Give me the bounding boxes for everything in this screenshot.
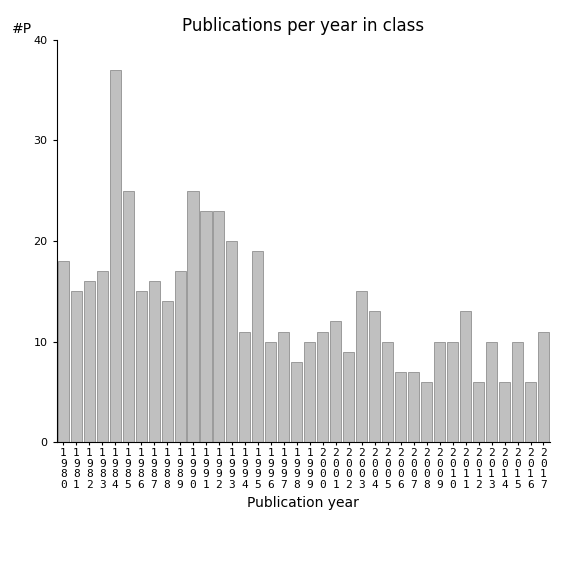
Title: Publications per year in class: Publications per year in class bbox=[182, 18, 425, 35]
Bar bbox=[525, 382, 536, 442]
X-axis label: Publication year: Publication year bbox=[247, 496, 359, 510]
Bar bbox=[421, 382, 432, 442]
Bar bbox=[499, 382, 510, 442]
Bar bbox=[96, 271, 108, 442]
Bar bbox=[434, 341, 445, 442]
Bar bbox=[265, 341, 276, 442]
Bar bbox=[109, 70, 121, 442]
Bar bbox=[460, 311, 471, 442]
Bar bbox=[58, 261, 69, 442]
Bar bbox=[226, 241, 238, 442]
Bar bbox=[84, 281, 95, 442]
Bar bbox=[395, 372, 406, 442]
Bar bbox=[356, 291, 367, 442]
Bar bbox=[473, 382, 484, 442]
Bar bbox=[447, 341, 458, 442]
Bar bbox=[122, 191, 134, 442]
Bar bbox=[252, 251, 264, 442]
Bar bbox=[538, 332, 549, 442]
Bar bbox=[318, 332, 328, 442]
Bar bbox=[175, 271, 185, 442]
Bar bbox=[331, 321, 341, 442]
Bar bbox=[291, 362, 302, 442]
Bar bbox=[71, 291, 82, 442]
Bar bbox=[278, 332, 289, 442]
Bar bbox=[369, 311, 380, 442]
Bar bbox=[486, 341, 497, 442]
Bar bbox=[201, 211, 211, 442]
Bar bbox=[304, 341, 315, 442]
Text: #P: #P bbox=[12, 22, 32, 36]
Bar bbox=[162, 302, 172, 442]
Bar bbox=[512, 341, 523, 442]
Bar bbox=[149, 281, 159, 442]
Bar bbox=[239, 332, 251, 442]
Bar bbox=[343, 352, 354, 442]
Bar bbox=[136, 291, 147, 442]
Bar bbox=[408, 372, 419, 442]
Bar bbox=[213, 211, 225, 442]
Bar bbox=[188, 191, 198, 442]
Bar bbox=[382, 341, 393, 442]
